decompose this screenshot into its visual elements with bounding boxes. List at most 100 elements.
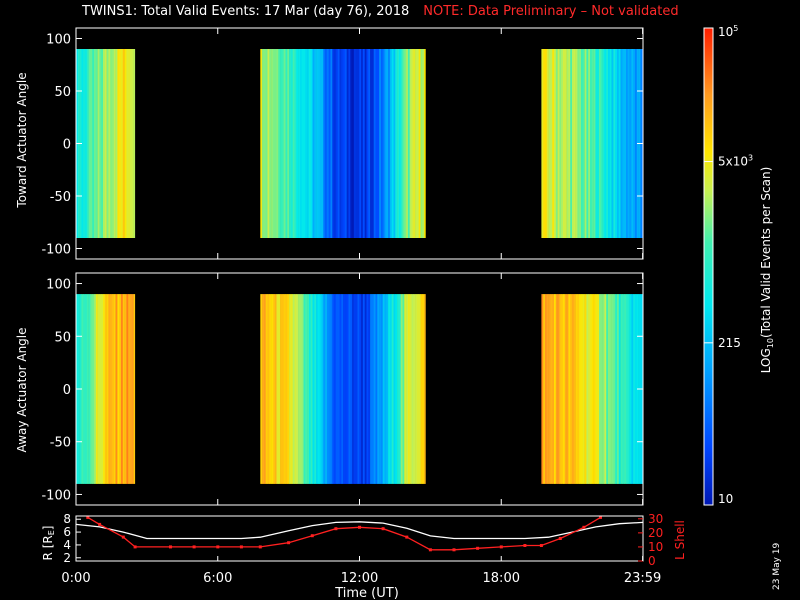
heatmap-cell — [108, 294, 111, 484]
lshell-series-line — [87, 516, 601, 551]
heatmap-cell — [285, 294, 288, 484]
lshell-point — [428, 548, 432, 552]
heatmap-cell — [579, 49, 582, 238]
heatmap-cell — [283, 294, 286, 484]
heatmap-cell — [407, 49, 410, 238]
heatmap-cell — [325, 294, 328, 484]
heatmap-cell — [364, 49, 367, 238]
y-tick-label: 50 — [54, 330, 71, 345]
heatmap-cell — [296, 294, 299, 484]
heatmap-cell — [330, 49, 333, 238]
toward-angle-panel: 100 50 0 -50 -100 — [41, 27, 644, 260]
heatmap-cell — [343, 294, 346, 484]
heatmap-cell — [272, 49, 275, 238]
heatmap-cell — [104, 49, 107, 238]
heatmap-cell — [373, 49, 376, 238]
heatmap-cell — [380, 49, 383, 238]
heatmap-cell — [88, 49, 91, 238]
y-tick-label-left: 2 — [63, 551, 71, 565]
heatmap-cell — [337, 49, 340, 238]
heatmap-cell — [368, 49, 371, 238]
heatmap-cell — [411, 49, 414, 238]
heatmap-cell — [298, 294, 301, 484]
heatmap-cell — [265, 49, 268, 238]
heatmap-cell — [391, 49, 394, 238]
x-tick-label: 12:00 — [341, 571, 378, 586]
heatmap-cell — [413, 49, 416, 238]
heatmap-cell — [620, 294, 623, 484]
heatmap-cell — [602, 49, 605, 238]
lshell-point — [98, 522, 102, 526]
heatmap-cell — [352, 294, 355, 484]
heatmap-cell — [332, 49, 335, 238]
heatmap-cell — [128, 294, 131, 484]
heatmap-cell — [615, 49, 618, 238]
heatmap-cell — [606, 49, 609, 238]
heatmap-cell — [400, 49, 403, 238]
heatmap-cell — [81, 294, 84, 484]
heatmap-cell — [568, 49, 571, 238]
heatmap-cell — [608, 49, 611, 238]
heatmap-cell — [424, 49, 426, 238]
y-tick-label: -100 — [41, 488, 71, 503]
heatmap-cell — [271, 294, 274, 484]
lshell-point — [523, 544, 527, 547]
heatmap-cell — [386, 294, 389, 484]
heatmap-cell — [361, 49, 364, 238]
heatmap-cell — [263, 49, 266, 238]
heatmap-cell — [328, 49, 331, 238]
y-tick-label-right: 20 — [648, 526, 663, 540]
heatmap-cell — [422, 294, 425, 484]
x-tick-label: 18:00 — [483, 571, 520, 586]
heatmap-cell — [86, 294, 89, 484]
heatmap-cell — [346, 294, 349, 484]
heatmap-cell — [397, 294, 400, 484]
heatmap-cell — [397, 49, 400, 238]
heatmap-cell — [416, 294, 419, 484]
heatmap-cell — [541, 49, 544, 238]
heatmap-cell — [609, 49, 612, 238]
heatmap-cell — [563, 294, 566, 484]
heatmap-cell — [382, 294, 385, 484]
heatmap-cell — [611, 294, 614, 484]
heatmap-cell — [590, 294, 593, 484]
heatmap-cell — [622, 294, 625, 484]
heatmap-cell — [402, 49, 405, 238]
y-tick-label: 100 — [46, 278, 71, 293]
heatmap-cell — [564, 49, 567, 238]
heatmap-cell — [307, 49, 310, 238]
heatmap-cell — [81, 49, 84, 238]
heatmap-cell — [117, 294, 120, 484]
x-tick-label: 0:00 — [61, 571, 90, 586]
heatmap-cell — [582, 294, 585, 484]
heatmap-cell — [86, 49, 89, 238]
lshell-point — [499, 545, 503, 549]
heatmap-cell — [627, 49, 630, 238]
heatmap-cell — [629, 49, 632, 238]
heatmap-cell — [112, 49, 115, 238]
colorbar-tick-label: 5x103 — [718, 154, 753, 169]
heatmap-cell — [312, 49, 315, 238]
away-angle-panel: 100 50 0 -50 -100 — [41, 272, 644, 506]
heatmap-cell — [411, 294, 414, 484]
heatmap-cell — [115, 49, 118, 238]
lshell-point — [86, 515, 90, 519]
heatmap-cell — [260, 49, 263, 238]
heatmap-cell — [370, 294, 373, 484]
heatmap-cell — [364, 294, 367, 484]
x-axis-label: Time (UT) — [334, 586, 399, 600]
heatmap-cell — [550, 49, 553, 238]
heatmap-cell — [299, 49, 302, 238]
heatmap-cell — [319, 294, 322, 484]
heatmap-cell — [289, 49, 292, 238]
lshell-point — [452, 548, 456, 552]
x-tick-label: 6:00 — [203, 571, 232, 586]
heatmap-cell — [308, 294, 311, 484]
heatmap-cell — [126, 294, 129, 484]
heatmap-cell — [101, 49, 104, 238]
y-tick-label-left: 4 — [63, 538, 71, 552]
heatmap-cell — [572, 294, 575, 484]
heatmap-cell — [413, 294, 416, 484]
heatmap-cell — [353, 294, 356, 484]
heatmap-cell — [94, 294, 97, 484]
